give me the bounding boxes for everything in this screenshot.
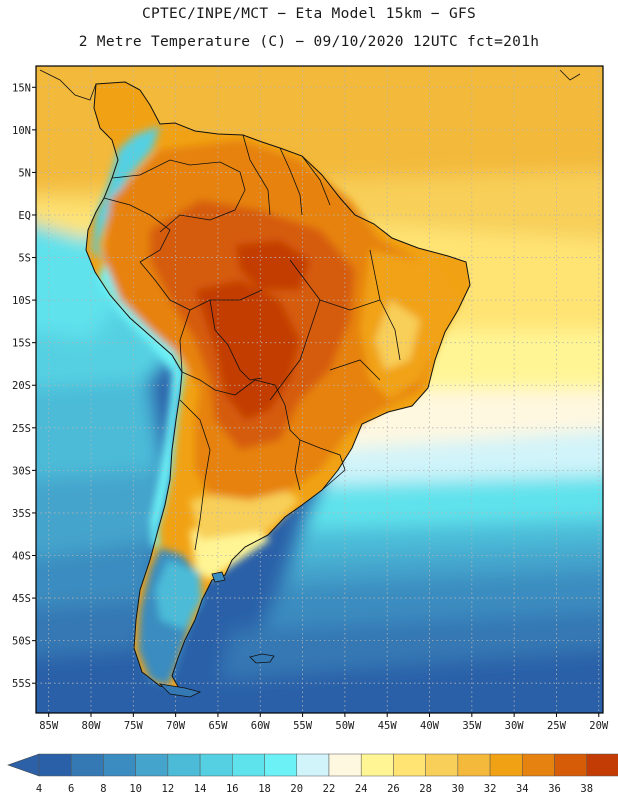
- longitude-label: 60W: [251, 720, 271, 732]
- map-title-line-1: CPTEC/INPE/MCT − Eta Model 15km − GFS: [141, 6, 477, 22]
- legend-swatch: [425, 753, 459, 777]
- legend-swatch: [489, 753, 523, 777]
- lat-lon-grid: [36, 66, 603, 713]
- legend-swatch: [70, 753, 104, 777]
- longitude-label: 75W: [124, 720, 144, 732]
- legend-swatch: [199, 753, 233, 777]
- color-legend: 4 6 8 10 12 14 16 18 20 22 24 26 28 30 32 34 36 38: [7, 753, 618, 795]
- legend-low-arrow: [7, 753, 40, 777]
- latitude-label: 5S: [18, 253, 31, 265]
- latitude-label: 30S: [12, 465, 31, 477]
- legend-label: 32: [484, 783, 497, 795]
- legend-swatch: [264, 753, 298, 777]
- latitude-label: 45S: [12, 593, 31, 605]
- legend-swatch: [328, 753, 362, 777]
- latitude-label: 40S: [12, 551, 31, 563]
- longitude-label: 85W: [39, 720, 59, 732]
- legend-swatch: [167, 753, 201, 777]
- legend-label: 26: [387, 783, 400, 795]
- latitude-label: 20S: [12, 380, 31, 392]
- latitude-label: 5N: [18, 167, 31, 179]
- longitude-label: 45W: [378, 720, 398, 732]
- legend-swatch: [554, 753, 587, 777]
- longitude-label: 40W: [420, 720, 440, 732]
- legend-label: 20: [290, 783, 303, 795]
- legend-swatch: [296, 753, 330, 777]
- legend-label: 14: [194, 783, 207, 795]
- legend-swatch: [457, 753, 491, 777]
- legend-label: 12: [162, 783, 175, 795]
- legend-label: 18: [258, 783, 271, 795]
- legend-label: 10: [129, 783, 142, 795]
- longitude-label: 20W: [589, 720, 609, 732]
- legend-swatch: [135, 753, 169, 777]
- legend-label: 4: [36, 783, 42, 795]
- legend-label: 8: [100, 783, 106, 795]
- map-frame: [35, 65, 604, 714]
- legend-swatch: [393, 753, 426, 777]
- legend-label: 30: [452, 783, 465, 795]
- latitude-labels: 15N 10N 5N EQ 5S 10S 15S 20S 25S 30S 35S 40S 45S 50S 5…: [12, 82, 36, 690]
- legend-label: 36: [548, 783, 561, 795]
- land-temperature-shading: [92, 126, 460, 686]
- longitude-labels: 85W 80W 75W 70W 65W 60W 55W 50W 45W 40W 35W 30W 25W 2…: [39, 713, 609, 732]
- legend-label: 22: [323, 783, 336, 795]
- latitude-label: 15S: [12, 338, 31, 350]
- latitude-label: EQ: [18, 210, 31, 222]
- legend-swatch: [232, 753, 265, 777]
- latitude-label: 15N: [12, 82, 31, 94]
- longitude-label: 80W: [82, 720, 102, 732]
- legend-swatch: [522, 753, 555, 777]
- legend-label: 28: [419, 783, 432, 795]
- longitude-label: 65W: [208, 720, 228, 732]
- map-title-line-2: 2 Metre Temperature (C) − 09/10/2020 12U…: [78, 34, 540, 50]
- legend-label: 24: [355, 783, 368, 795]
- latitude-label: 35S: [12, 508, 31, 520]
- latitude-label: 50S: [12, 636, 31, 648]
- longitude-label: 30W: [505, 720, 525, 732]
- legend-swatch: [360, 753, 394, 777]
- country-borders: [39, 69, 581, 691]
- legend-swatch: [38, 753, 72, 777]
- longitude-label: 25W: [547, 720, 567, 732]
- legend-label: 34: [516, 783, 529, 795]
- legend-label: 6: [68, 783, 74, 795]
- longitude-label: 50W: [335, 720, 355, 732]
- longitude-label: 35W: [462, 720, 482, 732]
- longitude-label: 70W: [166, 720, 186, 732]
- latitude-label: 10S: [12, 295, 31, 307]
- legend-swatch: [103, 753, 136, 777]
- latitude-label: 10N: [12, 125, 31, 137]
- temperature-field: [36, 66, 603, 713]
- longitude-label: 55W: [293, 720, 313, 732]
- legend-label: 38: [580, 783, 593, 795]
- legend-label: 16: [226, 783, 239, 795]
- islands: [158, 571, 275, 698]
- latitude-label: 55S: [12, 678, 31, 690]
- latitude-label: 25S: [12, 423, 31, 435]
- legend-swatch: [586, 753, 618, 777]
